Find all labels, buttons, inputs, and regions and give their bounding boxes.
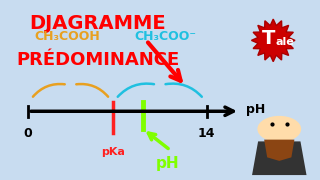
Text: T: T [262, 29, 276, 48]
Text: CH₃COOH: CH₃COOH [35, 30, 100, 43]
Text: DJAGRAMME: DJAGRAMME [29, 14, 166, 33]
Text: 0: 0 [24, 127, 33, 140]
Polygon shape [264, 140, 294, 161]
Text: ale: ale [276, 37, 295, 47]
Text: pKa: pKa [101, 147, 125, 157]
Text: pH: pH [156, 156, 179, 171]
Text: CH₃COO⁻: CH₃COO⁻ [135, 30, 197, 43]
Polygon shape [252, 19, 295, 62]
Circle shape [258, 117, 300, 141]
Text: 14: 14 [198, 127, 215, 140]
Text: PRÉDOMINANCE: PRÉDOMINANCE [16, 51, 180, 69]
Text: pH: pH [246, 103, 265, 116]
Polygon shape [252, 141, 307, 175]
